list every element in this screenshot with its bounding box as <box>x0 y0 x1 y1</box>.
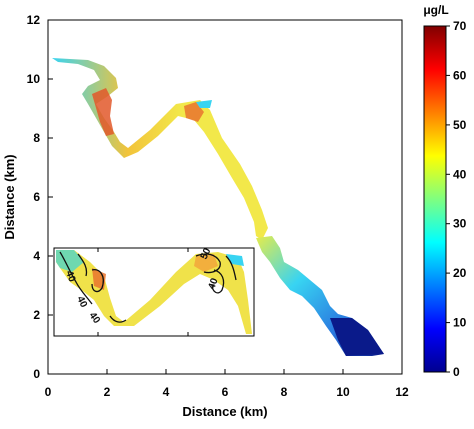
contour-line <box>77 253 88 277</box>
inset-ticks <box>97 248 189 336</box>
contour-label: 40 <box>206 276 220 291</box>
river-segment-upper <box>52 58 268 240</box>
x-tick-label: 0 <box>45 385 52 399</box>
hotspot-upper-right <box>184 102 204 122</box>
colorbar-tick-labels: 0 10 20 30 40 50 60 70 <box>453 19 467 379</box>
colorbar: μg/L 0 10 20 30 40 50 60 70 <box>423 3 466 379</box>
x-axis-label: Distance (km) <box>182 404 267 419</box>
colorbar-tick-label: 30 <box>453 217 467 231</box>
contour-line <box>59 251 93 305</box>
contour-line <box>225 255 237 281</box>
y-tick-label: 4 <box>33 249 40 263</box>
colorbar-tick-label: 40 <box>453 167 467 181</box>
y-tick-label: 0 <box>33 367 40 381</box>
colorbar-tick-label: 50 <box>453 118 467 132</box>
river-mouth-dark <box>330 318 384 356</box>
contour-label: 40 <box>74 295 89 310</box>
colorbar-unit: μg/L <box>423 3 448 17</box>
y-tick-label: 2 <box>33 308 40 322</box>
colorbar-gradient <box>423 25 447 373</box>
contour-label: 50 <box>199 246 214 261</box>
y-tick-labels: 0 2 4 6 8 10 12 <box>27 13 41 381</box>
x-tick-label: 8 <box>281 385 288 399</box>
inset-cyan-right <box>226 254 244 266</box>
x-tick-label: 2 <box>104 385 111 399</box>
y-tick-label: 12 <box>27 13 41 27</box>
inset-panel: 40 40 40 50 40 <box>53 246 255 337</box>
x-tick-label: 12 <box>395 385 409 399</box>
hotspot-left-bend <box>92 88 114 136</box>
x-tick-labels: 0 2 4 6 8 10 12 <box>45 385 409 399</box>
x-tick-label: 10 <box>336 385 350 399</box>
x-tick-label: 4 <box>163 385 170 399</box>
hotspot-cyan-tip <box>196 100 212 108</box>
colorbar-tick-label: 10 <box>453 316 467 330</box>
inset-orange-right <box>194 254 218 272</box>
contour-line <box>91 269 104 293</box>
colorbar-tick-label: 0 <box>453 365 460 379</box>
colorbar-tick-label: 20 <box>453 266 467 280</box>
inset-cyan-left <box>56 250 84 272</box>
y-tick-label: 10 <box>27 72 41 86</box>
x-axis-ticks <box>47 369 403 374</box>
y-axis-label: Distance (km) <box>2 154 17 239</box>
y-tick-label: 8 <box>33 131 40 145</box>
river-main <box>52 58 384 356</box>
y-tick-label: 6 <box>33 190 40 204</box>
contour-label: 40 <box>63 269 77 284</box>
colorbar-tick-label: 70 <box>453 19 467 33</box>
contour-line <box>211 269 225 294</box>
colorbar-ticks <box>446 25 450 373</box>
contour-line <box>195 253 221 274</box>
y-axis-ticks <box>48 19 53 375</box>
inset-contours <box>59 251 237 323</box>
contour-line <box>109 315 127 323</box>
colorbar-tick-label: 60 <box>453 68 467 82</box>
x-tick-label: 6 <box>222 385 229 399</box>
